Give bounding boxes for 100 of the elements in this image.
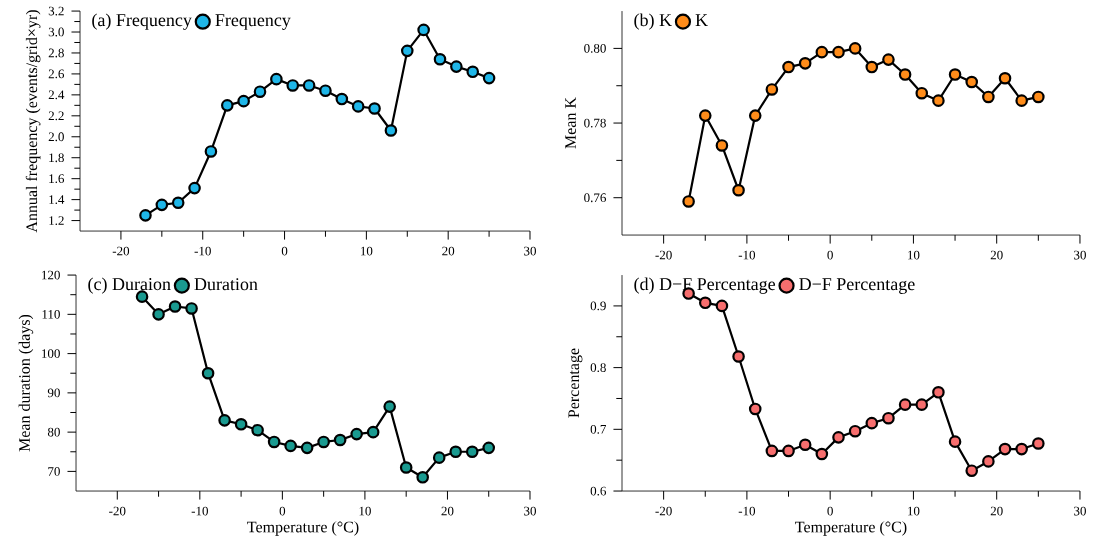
point bbox=[432, 451, 446, 464]
point bbox=[965, 75, 979, 89]
y-axis-title: Percentage bbox=[568, 348, 583, 418]
point bbox=[915, 86, 929, 100]
point bbox=[948, 435, 962, 448]
point bbox=[715, 299, 729, 313]
legend-label: D−F Percentage bbox=[799, 278, 915, 294]
point bbox=[251, 423, 264, 437]
y-axis-title: Mean K bbox=[565, 97, 576, 149]
point bbox=[155, 198, 169, 211]
point bbox=[220, 98, 234, 112]
point bbox=[218, 413, 231, 427]
point bbox=[765, 83, 779, 96]
point bbox=[270, 72, 283, 86]
point bbox=[732, 183, 745, 197]
point bbox=[1015, 94, 1028, 107]
point bbox=[782, 60, 795, 74]
point bbox=[171, 196, 185, 209]
point bbox=[982, 454, 995, 468]
point bbox=[333, 433, 347, 447]
point bbox=[234, 417, 248, 431]
point bbox=[982, 90, 995, 104]
point bbox=[135, 290, 149, 303]
chart-title: (b) K bbox=[634, 13, 672, 30]
point bbox=[185, 301, 198, 315]
point bbox=[284, 439, 297, 453]
point bbox=[188, 181, 201, 195]
point bbox=[882, 53, 895, 66]
point bbox=[932, 94, 945, 107]
point bbox=[267, 435, 281, 449]
point bbox=[832, 45, 845, 59]
point bbox=[384, 124, 398, 137]
point bbox=[865, 416, 879, 430]
point bbox=[698, 109, 712, 122]
point bbox=[998, 71, 1012, 85]
point bbox=[882, 411, 895, 425]
point bbox=[732, 350, 745, 363]
point bbox=[865, 60, 879, 74]
point bbox=[433, 52, 447, 66]
point bbox=[815, 447, 829, 461]
point bbox=[798, 438, 812, 451]
point bbox=[237, 94, 250, 108]
point bbox=[450, 60, 463, 73]
point bbox=[335, 92, 349, 106]
point bbox=[948, 68, 962, 81]
point bbox=[286, 78, 300, 92]
point bbox=[482, 71, 496, 85]
y-axis-title: Annual frequency (events/grid×yr) bbox=[25, 10, 41, 233]
point bbox=[351, 99, 365, 113]
point bbox=[204, 144, 218, 158]
point bbox=[832, 430, 845, 444]
point bbox=[998, 442, 1012, 456]
chart-title: (c) Duraion bbox=[88, 277, 171, 294]
point bbox=[1032, 90, 1045, 104]
point bbox=[400, 44, 414, 58]
y-axis-title: Mean duration (days) bbox=[18, 314, 34, 452]
legend-label: Duration bbox=[194, 278, 258, 291]
point bbox=[682, 195, 695, 208]
legend-label: Frequency bbox=[215, 14, 291, 30]
point bbox=[815, 45, 829, 59]
point bbox=[449, 445, 463, 458]
point bbox=[715, 139, 729, 152]
point bbox=[848, 41, 862, 55]
point bbox=[416, 470, 429, 484]
point bbox=[798, 56, 812, 70]
point bbox=[399, 461, 413, 474]
point bbox=[201, 366, 215, 380]
point bbox=[898, 398, 912, 411]
point bbox=[368, 102, 381, 115]
point bbox=[782, 444, 795, 458]
chart-title: (d) D−F Percentage bbox=[634, 277, 776, 294]
point bbox=[383, 400, 396, 413]
point bbox=[152, 307, 165, 321]
point bbox=[482, 441, 496, 454]
x-axis-title: Temperature (°C) bbox=[795, 520, 907, 536]
point bbox=[417, 23, 430, 37]
point bbox=[300, 441, 314, 454]
legend-label: K bbox=[695, 14, 708, 26]
point bbox=[466, 65, 480, 78]
point bbox=[915, 398, 929, 411]
point bbox=[698, 296, 712, 309]
point bbox=[848, 424, 862, 438]
x-axis-title: Temperature (°C) bbox=[247, 520, 359, 536]
point bbox=[366, 425, 380, 439]
point bbox=[748, 109, 762, 122]
point bbox=[898, 68, 912, 81]
chart-title: (a) Frequency bbox=[92, 13, 192, 30]
point bbox=[302, 78, 316, 92]
point bbox=[465, 445, 479, 458]
point bbox=[350, 427, 363, 441]
point bbox=[965, 464, 979, 477]
point bbox=[139, 208, 152, 222]
point bbox=[168, 300, 182, 313]
point bbox=[932, 385, 945, 399]
point bbox=[1032, 437, 1045, 450]
point bbox=[765, 444, 779, 458]
point bbox=[1015, 442, 1028, 456]
point bbox=[748, 402, 762, 416]
point bbox=[319, 84, 332, 97]
point bbox=[317, 435, 330, 449]
